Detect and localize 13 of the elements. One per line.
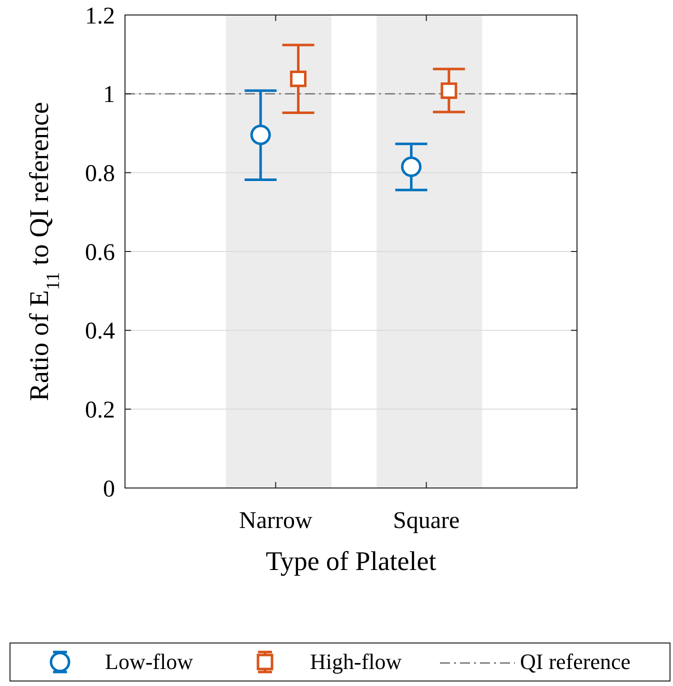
x-axis-title: Type of Platelet [266,546,437,576]
y-tick-label: 0.6 [85,240,115,266]
legend-label: High-flow [310,649,402,674]
y-tick-label: 0.4 [85,318,115,345]
legend-label: QI reference [520,649,631,674]
x-tick-label: Square [393,508,460,534]
y-tick-label: 0.8 [85,161,115,188]
y-tick-label: 1 [103,82,115,108]
x-tick-label: Narrow [239,508,313,534]
y-tick-label: 1.2 [85,3,115,30]
y-tick-label: 0.2 [85,398,115,424]
y-tick-label: 0 [103,476,115,502]
legend-label: Low-flow [105,649,194,674]
